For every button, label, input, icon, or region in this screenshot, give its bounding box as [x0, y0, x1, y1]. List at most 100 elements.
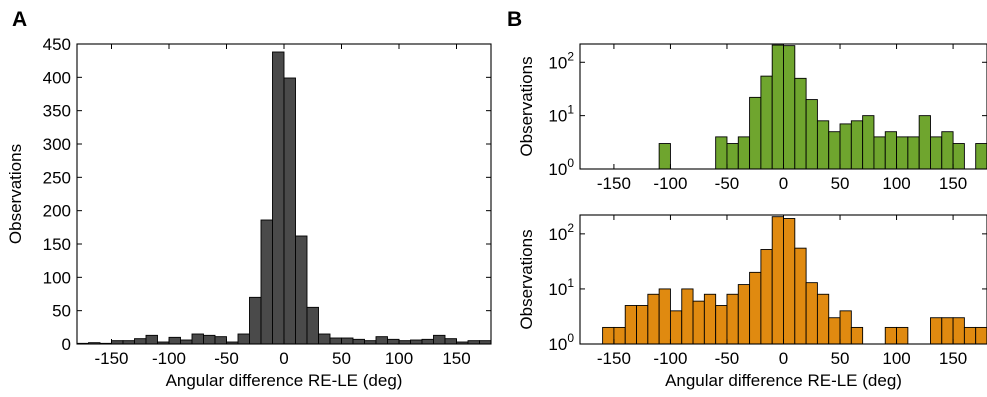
histogram-bar: [237, 333, 250, 345]
y-tick-label-exponent: 0: [567, 331, 574, 345]
y-axis-label: Observations: [6, 144, 25, 244]
x-tick-label: -150: [94, 349, 128, 368]
chart-b-top-histogram: -150 -100 -50 0 50 100 150100101102Observation…: [517, 43, 987, 193]
y-tick-label: 102: [548, 221, 574, 244]
x-tick-label: 100: [882, 174, 910, 193]
histogram-bar: [669, 310, 683, 345]
y-tick-label: 102: [548, 49, 574, 72]
histogram-bar: [771, 216, 784, 345]
histogram-bar: [681, 288, 694, 345]
histogram-bar: [816, 120, 830, 170]
x-tick-label: -150: [597, 349, 631, 368]
histogram-bar: [850, 326, 864, 345]
histogram-bar: [896, 326, 909, 345]
y-tick-label-exponent: 0: [567, 156, 574, 170]
x-tick-label: 150: [939, 349, 967, 368]
y-tick-label: 150: [43, 235, 71, 254]
x-tick-label: 100: [882, 349, 910, 368]
histogram-bar: [771, 44, 784, 170]
x-tick-label: -150: [597, 174, 631, 193]
y-tick-label-base: 10: [548, 335, 567, 354]
histogram-bar: [444, 338, 457, 345]
y-tick-label: 250: [43, 168, 71, 187]
histogram-bar: [726, 293, 739, 345]
histogram-bar: [805, 282, 818, 345]
bars: [658, 44, 987, 170]
x-tick-label: 50: [831, 349, 850, 368]
histogram-bar: [647, 293, 660, 345]
histogram-bar: [794, 247, 807, 345]
histogram-bar: [749, 96, 762, 170]
histogram-bar: [896, 136, 909, 170]
x-tick-label: -50: [214, 349, 239, 368]
histogram-bar: [410, 339, 423, 345]
histogram-bar: [203, 334, 216, 345]
y-tick-label: 50: [52, 302, 71, 321]
histogram-bar: [975, 326, 987, 345]
y-tick-label: 200: [43, 202, 71, 221]
histogram-bar: [839, 123, 852, 170]
x-tick-label: 100: [385, 349, 413, 368]
histogram-bar: [715, 136, 728, 170]
histogram-bar: [952, 143, 965, 170]
x-tick-label: 50: [332, 349, 351, 368]
panel-letter-a: A: [12, 8, 27, 31]
histogram-bar: [963, 326, 977, 345]
histogram-bar: [862, 115, 875, 170]
x-tick-label: -50: [715, 349, 740, 368]
histogram-bar: [306, 306, 319, 345]
histogram-bar: [421, 338, 434, 345]
y-tick-label-base: 10: [548, 160, 567, 179]
y-tick-label-base: 10: [548, 107, 567, 126]
histogram-bar: [737, 284, 751, 345]
histogram-bar: [884, 131, 898, 170]
histogram-bar: [260, 219, 273, 345]
histogram-bar: [930, 136, 943, 170]
histogram-bar: [941, 317, 954, 345]
histogram-bar: [760, 75, 773, 170]
histogram-bar: [658, 143, 671, 170]
histogram-bar: [805, 99, 818, 170]
y-tick-label-base: 10: [548, 225, 567, 244]
histogram-bar: [272, 51, 285, 345]
y-tick-label-base: 10: [548, 53, 567, 72]
histogram-bar: [783, 45, 796, 170]
x-tick-label: 0: [279, 349, 288, 368]
histogram-bar: [726, 143, 739, 170]
histogram-bar: [214, 336, 227, 345]
histogram-bar: [613, 326, 626, 345]
x-tick-label: 0: [779, 349, 788, 368]
y-axis-label: Observations: [517, 56, 536, 156]
histogram-bar: [839, 310, 852, 345]
x-tick-label: 150: [442, 349, 470, 368]
histogram-bar: [602, 326, 615, 345]
y-tick-label: 450: [43, 35, 71, 54]
histogram-bar: [816, 293, 830, 345]
panel-letter-b: B: [507, 8, 522, 31]
histogram-bar: [283, 77, 296, 345]
bars: [76, 51, 492, 345]
y-tick-label-exponent: 2: [567, 221, 574, 235]
y-tick-label: 350: [43, 102, 71, 121]
histogram-bar: [180, 339, 193, 345]
histogram-bar: [703, 293, 717, 345]
histogram-bar: [329, 337, 342, 345]
histogram-bar: [191, 333, 204, 345]
y-tick-label: 300: [43, 135, 71, 154]
histogram-bar: [375, 336, 388, 345]
y-tick-label: 0: [62, 335, 71, 354]
x-tick-label: -100: [653, 174, 687, 193]
histogram-bar: [873, 136, 886, 170]
histogram-bar: [318, 333, 331, 345]
histogram-bar: [975, 143, 987, 170]
y-tick-label: 100: [43, 268, 71, 287]
histogram-bar: [907, 136, 920, 170]
bars: [602, 216, 987, 345]
histogram-bar: [715, 305, 728, 345]
histogram-bar: [168, 336, 181, 345]
histogram-bar: [783, 218, 796, 345]
y-tick-label-exponent: 1: [567, 276, 574, 290]
x-tick-label: 0: [779, 174, 788, 193]
